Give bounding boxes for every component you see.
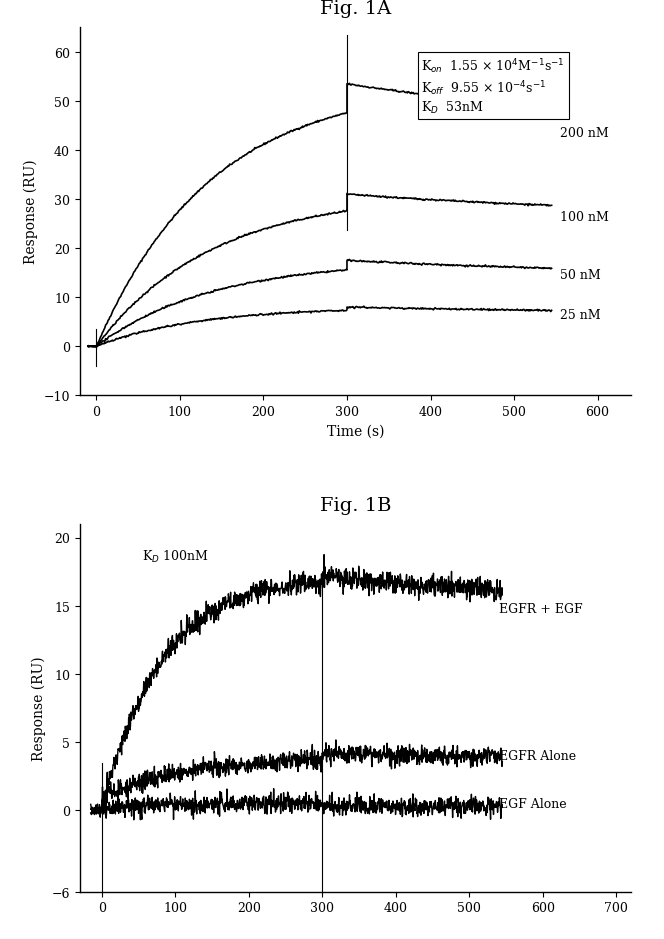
Text: EGF Alone: EGF Alone bbox=[499, 797, 566, 810]
Text: EGFR + EGF: EGFR + EGF bbox=[499, 602, 582, 615]
Y-axis label: Response (RU): Response (RU) bbox=[23, 160, 38, 264]
Text: 100 nM: 100 nM bbox=[560, 210, 609, 223]
Y-axis label: Response (RU): Response (RU) bbox=[31, 656, 46, 761]
Title: Fig. 1A: Fig. 1A bbox=[319, 0, 391, 18]
Title: Fig. 1B: Fig. 1B bbox=[319, 497, 391, 515]
Text: K$_{D}$ 100nM: K$_{D}$ 100nM bbox=[142, 549, 208, 565]
Text: 200 nM: 200 nM bbox=[560, 127, 609, 140]
Text: K$_{on}$  1.55 × 10$^{4}$M$^{-1}$s$^{-1}$
K$_{off}$  9.55 × 10$^{-4}$s$^{-1}$
K$: K$_{on}$ 1.55 × 10$^{4}$M$^{-1}$s$^{-1}$… bbox=[422, 57, 565, 116]
Text: EGFR Alone: EGFR Alone bbox=[499, 749, 576, 762]
X-axis label: Time (s): Time (s) bbox=[327, 424, 384, 438]
Text: 50 nM: 50 nM bbox=[560, 269, 600, 283]
Text: 25 nM: 25 nM bbox=[560, 308, 600, 321]
